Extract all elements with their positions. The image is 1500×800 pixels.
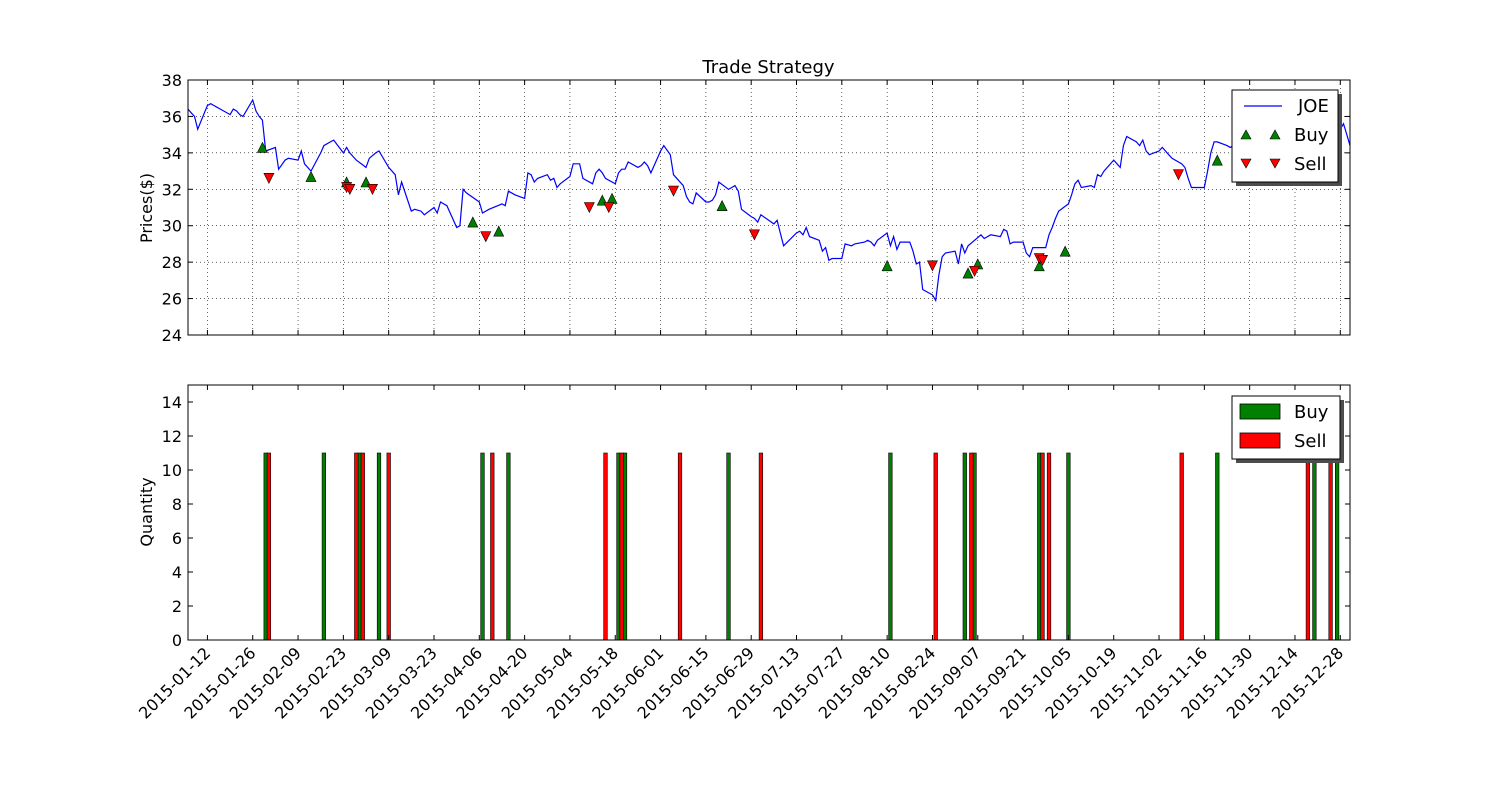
legend-sell-swatch — [1239, 432, 1281, 449]
y-tick-label: 6 — [172, 529, 182, 548]
sell-bar — [1305, 452, 1310, 641]
y-tick-label: 30 — [162, 217, 182, 236]
sell-bar — [266, 452, 272, 641]
sell-bar — [490, 452, 495, 641]
price-line-joe — [187, 98, 1351, 303]
price-panel: Trade Strategy 24 26 28 30 32 34 36 38 Prices($… — [137, 57, 1351, 345]
buy-bar — [1312, 452, 1317, 641]
y-tick-label: 24 — [162, 326, 182, 345]
y-tick-label: 34 — [162, 144, 182, 163]
legend-buy-label: Buy — [1294, 125, 1329, 146]
buy-marker — [305, 170, 317, 182]
buy-marker — [1033, 260, 1045, 272]
sell-marker — [926, 260, 938, 272]
buy-marker — [493, 225, 505, 237]
buy-bar — [506, 452, 511, 641]
buy-bar — [480, 452, 485, 641]
legend-buy-marker-1 — [1240, 129, 1252, 140]
y-tick-label: 26 — [162, 290, 182, 309]
sell-bar — [677, 452, 683, 641]
chart-title: Trade Strategy — [701, 57, 834, 78]
y-tick-label: 8 — [172, 495, 182, 514]
sell-bar — [758, 452, 763, 641]
buy-bar — [888, 452, 893, 641]
buy-bar — [726, 452, 731, 641]
y-tick-label: 10 — [162, 461, 182, 480]
sell-marker — [969, 265, 981, 277]
sell-bar — [603, 452, 608, 641]
sell-bar — [619, 452, 624, 641]
sell-bar — [969, 452, 974, 641]
y-tick-label: 2 — [172, 597, 182, 616]
legend-sell-bar-label: Sell — [1294, 431, 1327, 452]
price-grid — [188, 80, 1350, 335]
sell-marker — [480, 231, 492, 243]
quantity-axes-frame — [187, 384, 1351, 641]
buy-bar — [1335, 452, 1340, 641]
sell-marker — [263, 173, 275, 185]
buy-marker — [716, 200, 728, 211]
legend-sell-label: Sell — [1294, 154, 1327, 175]
legend-buy-marker-2 — [1269, 129, 1281, 140]
y-tick-label: 38 — [162, 71, 182, 90]
y-tick-label: 28 — [162, 253, 182, 272]
buy-marker — [256, 141, 268, 153]
sell-bar — [1328, 452, 1333, 641]
sell-bar — [1179, 452, 1184, 641]
sell-marker — [1172, 169, 1184, 181]
y-tick-label: 12 — [162, 427, 182, 446]
y-tick-label: 0 — [172, 631, 182, 650]
sell-marker — [748, 229, 760, 241]
sell-bar — [1046, 452, 1052, 641]
buy-bar — [1066, 452, 1071, 641]
buy-marker — [467, 216, 479, 228]
buy-marker — [1059, 245, 1071, 257]
y-tick-label: 4 — [172, 563, 182, 582]
buy-marker — [1211, 154, 1223, 166]
price-y-ticks: 24 26 28 30 32 34 36 38 — [162, 71, 1350, 345]
buy-bar — [321, 452, 327, 641]
price-legend: JOE Buy Sell — [1231, 89, 1342, 186]
price-axes-frame — [187, 79, 1351, 336]
sell-bar — [1040, 452, 1045, 641]
quantity-y-ticks: 0 2 4 6 8 10 12 14 — [162, 393, 1350, 650]
legend-buy-swatch — [1239, 403, 1281, 420]
sell-marker — [668, 185, 680, 197]
sell-bar — [354, 452, 359, 641]
sell-bar — [360, 452, 365, 641]
sell-marker — [583, 202, 595, 214]
y-tick-label: 36 — [162, 107, 182, 126]
y-tick-label: 14 — [162, 393, 182, 412]
quantity-y-axis-label: Quantity — [137, 477, 156, 546]
buy-bar — [1215, 452, 1220, 641]
buy-bar — [962, 452, 967, 641]
sell-marker — [1037, 255, 1048, 266]
legend-buy-bar-label: Buy — [1294, 402, 1329, 423]
y-tick-label: 32 — [162, 180, 182, 199]
sell-bar — [933, 452, 938, 641]
sell-marker — [344, 183, 356, 195]
legend-joe-label: JOE — [1297, 96, 1329, 117]
price-x-ticks — [206, 80, 1341, 335]
sell-marker — [367, 183, 378, 195]
buy-marker — [962, 267, 974, 279]
price-y-axis-label: Prices($) — [137, 173, 156, 243]
sell-marker — [603, 202, 615, 214]
legend-sell-marker-1 — [1240, 158, 1252, 169]
quantity-legend: Buy Sell — [1231, 395, 1344, 463]
legend-sell-marker-2 — [1269, 158, 1281, 169]
buy-marker — [881, 260, 893, 272]
sell-bar — [386, 452, 391, 641]
buy-bar — [376, 452, 382, 641]
